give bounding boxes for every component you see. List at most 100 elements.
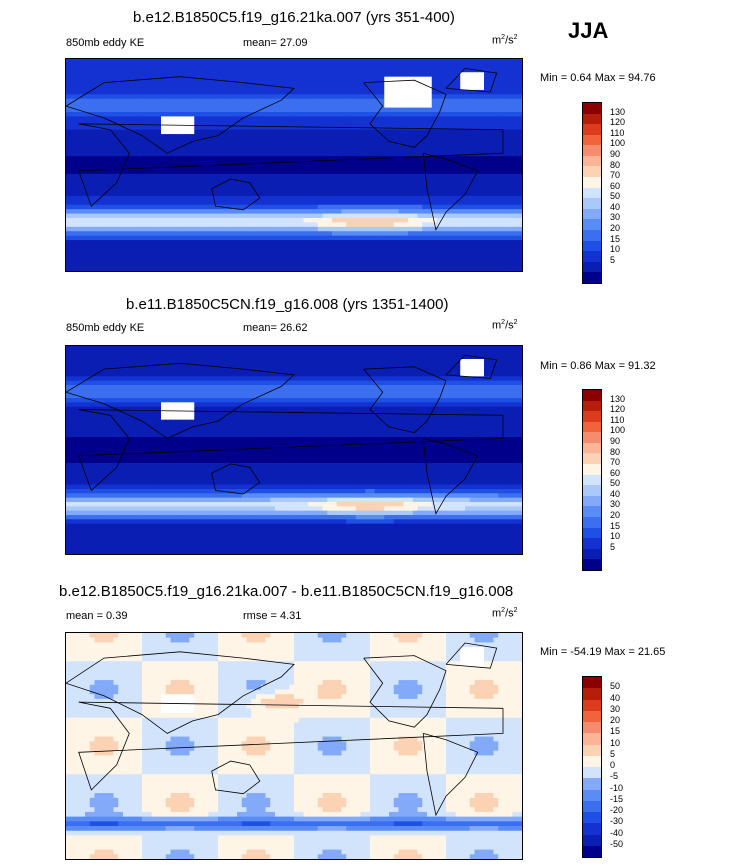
map-cell xyxy=(66,209,72,215)
map-cell xyxy=(355,138,362,144)
map-cell xyxy=(94,204,100,210)
map-cell xyxy=(403,156,409,162)
map-cell xyxy=(80,151,86,157)
map-cell xyxy=(484,120,490,126)
map-cell xyxy=(469,98,476,104)
map-cell xyxy=(251,231,257,237)
map-cell xyxy=(218,107,224,113)
map-cell xyxy=(422,213,428,219)
map-cell xyxy=(431,138,438,144)
map-cell xyxy=(417,94,423,100)
map-cell xyxy=(151,160,157,166)
map-cell xyxy=(85,116,91,122)
map-cell xyxy=(199,266,205,271)
map-cell xyxy=(393,262,400,268)
map-cell xyxy=(75,147,81,153)
map-cell xyxy=(465,231,471,237)
map-cell xyxy=(113,244,119,250)
map-cell xyxy=(251,134,257,140)
map-cell xyxy=(370,129,376,135)
map-cell xyxy=(498,76,504,82)
map-cell xyxy=(208,112,214,118)
map-field xyxy=(66,346,522,554)
map-cell xyxy=(289,178,295,184)
map-cell xyxy=(104,346,110,351)
map-cell xyxy=(469,156,476,162)
map-cell xyxy=(237,103,243,109)
map-cell xyxy=(469,112,476,118)
map-cell xyxy=(355,67,362,73)
map-cell xyxy=(408,204,414,210)
map-cell xyxy=(351,266,357,271)
map-cell xyxy=(360,138,366,144)
map-cell xyxy=(422,253,428,259)
map-cell xyxy=(450,85,457,91)
map-cell xyxy=(412,151,419,157)
map-cell xyxy=(370,218,376,224)
map-cell xyxy=(436,112,442,118)
map-cell xyxy=(184,72,191,78)
map-cell xyxy=(346,173,352,179)
map-cell xyxy=(332,142,338,148)
map-cell xyxy=(108,63,115,69)
map-cell xyxy=(412,98,419,104)
map-cell xyxy=(365,151,371,157)
map-cell xyxy=(108,218,115,224)
map-cell xyxy=(317,59,324,65)
map-cell xyxy=(85,244,91,250)
map-cell xyxy=(479,346,485,351)
map-cell xyxy=(403,125,409,131)
map-cell xyxy=(246,209,252,215)
map-cell xyxy=(441,120,447,126)
map-cell xyxy=(389,165,395,171)
map-cell xyxy=(175,248,181,254)
map-cell xyxy=(213,204,219,210)
map-cell xyxy=(422,178,428,184)
map-cell xyxy=(218,231,224,237)
map-cell xyxy=(184,112,191,118)
map-cell xyxy=(355,94,362,100)
map-cell xyxy=(156,178,162,184)
map-cell xyxy=(232,59,238,65)
map-cell xyxy=(436,138,442,144)
map-cell xyxy=(260,98,267,104)
map-cell xyxy=(66,235,72,241)
map-cell xyxy=(199,213,205,219)
map-cell xyxy=(393,231,400,237)
map-cell xyxy=(260,125,267,131)
map-cell xyxy=(108,213,115,219)
map-cell xyxy=(365,235,371,241)
map-cell xyxy=(184,138,191,144)
map-cell xyxy=(412,112,419,118)
map-cell xyxy=(503,200,509,206)
map-cell xyxy=(146,257,153,263)
map-cell xyxy=(246,257,252,263)
map-cell xyxy=(512,178,518,184)
map-cell xyxy=(260,142,267,148)
map-cell xyxy=(441,63,447,69)
map-cell xyxy=(517,226,522,232)
map-cell xyxy=(142,191,148,197)
map-cell xyxy=(199,138,205,144)
map-cell xyxy=(256,191,262,197)
map-cell xyxy=(260,151,267,157)
map-cell xyxy=(218,222,224,228)
map-cell xyxy=(317,240,324,246)
map-cell xyxy=(279,103,286,109)
map-cell xyxy=(222,120,229,126)
map-cell xyxy=(118,59,124,65)
map-cell xyxy=(393,151,400,157)
map-cell xyxy=(184,59,191,65)
map-cell xyxy=(332,346,338,351)
map-cell xyxy=(327,204,333,210)
map-cell xyxy=(89,107,96,113)
map-cell xyxy=(70,129,77,135)
map-cell xyxy=(493,178,499,184)
map-cell xyxy=(279,191,286,197)
map-cell xyxy=(175,200,181,206)
map-cell xyxy=(384,354,390,360)
map-cell xyxy=(108,266,115,271)
map-cell xyxy=(313,226,319,232)
map-cell xyxy=(241,235,248,241)
map-cell xyxy=(284,266,290,271)
